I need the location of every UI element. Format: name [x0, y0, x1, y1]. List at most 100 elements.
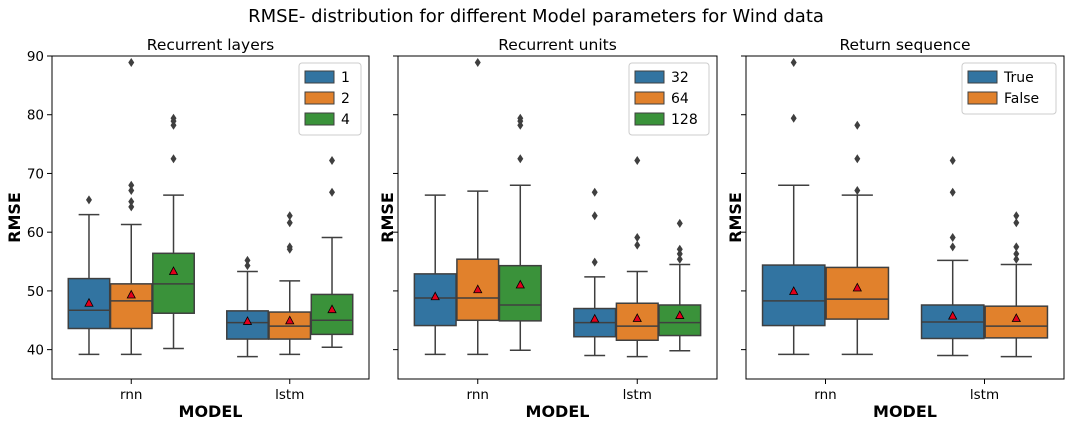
- legend-swatch: [634, 112, 665, 126]
- axes-frame: [397, 55, 718, 380]
- box-1-rnn: [67, 195, 111, 356]
- box-128-lstm: [658, 218, 702, 352]
- outlier-point: [854, 185, 861, 195]
- legend-label: True: [1003, 70, 1034, 86]
- box-2-lstm: [268, 211, 312, 356]
- box-body: [498, 264, 542, 322]
- mean-marker: [515, 279, 525, 289]
- outlier-point: [170, 154, 177, 164]
- outlier-point: [244, 261, 251, 271]
- legend-swatch: [304, 112, 335, 126]
- mean-marker: [675, 310, 685, 319]
- box-body: [658, 304, 702, 337]
- outlier-point: [591, 257, 598, 267]
- outlier-point: [1013, 254, 1020, 264]
- outlier-point: [854, 154, 861, 164]
- outlier-point: [676, 244, 683, 254]
- outlier-point: [286, 211, 293, 221]
- legend-label: 1: [341, 70, 350, 86]
- x-axis-label: MODEL: [873, 402, 937, 421]
- legend-swatch: [304, 91, 335, 105]
- subplot-1: Recurrent layers RMSE 40 50 60 70 80 90 rnn lstm M…: [5, 36, 370, 421]
- mean-marker: [430, 291, 440, 301]
- mean-marker: [327, 304, 337, 314]
- outlier-point: [1013, 249, 1020, 259]
- mean-marker: [473, 284, 483, 294]
- box-body: [825, 266, 890, 320]
- outlier-point: [949, 156, 956, 166]
- outlier-point: [329, 187, 336, 197]
- outlier-point: [634, 232, 641, 242]
- outlier-point: [790, 57, 797, 67]
- y-tick-label: 90: [27, 49, 44, 65]
- outlier-point: [286, 242, 293, 252]
- box-body: [984, 305, 1049, 339]
- legend-swatch: [967, 70, 998, 84]
- outlier-point: [286, 218, 293, 228]
- x-axis-label: MODEL: [526, 402, 590, 421]
- box-128-rnn: [498, 113, 542, 351]
- outlier-point: [128, 185, 135, 195]
- subplot-title: Recurrent layers: [147, 36, 274, 54]
- x-tick-label: lstm: [970, 387, 999, 403]
- y-tick-label: 40: [27, 343, 44, 359]
- x-tick-label: rnn: [120, 387, 142, 403]
- mean-marker: [1011, 313, 1021, 322]
- axes-frame: [51, 55, 370, 380]
- y-axis-label: RMSE: [5, 192, 24, 243]
- box-32-lstm: [573, 187, 617, 357]
- y-tick-label: 50: [27, 284, 44, 300]
- legend-swatch: [634, 70, 665, 84]
- box-True-rnn: [761, 57, 826, 356]
- legend-label: 4: [341, 112, 350, 128]
- outlier-point: [128, 57, 135, 67]
- x-tick-label: lstm: [275, 387, 304, 403]
- box-64-rnn: [456, 57, 500, 356]
- outlier-point: [634, 156, 641, 166]
- outlier-point: [474, 57, 481, 67]
- mean-marker: [632, 313, 642, 322]
- mean-marker: [126, 289, 136, 299]
- subplot-title: Return sequence: [839, 36, 970, 54]
- mean-marker: [789, 286, 799, 295]
- outlier-point: [517, 154, 524, 164]
- x-tick-label: rnn: [467, 387, 489, 403]
- mean-marker: [948, 310, 958, 320]
- outlier-point: [1013, 211, 1020, 221]
- outlier-point: [128, 180, 135, 190]
- outlier-point: [854, 120, 861, 130]
- legend-label: False: [1004, 91, 1039, 107]
- outlier-point: [949, 232, 956, 242]
- mean-marker: [168, 266, 179, 275]
- x-tick-label: lstm: [623, 387, 652, 403]
- outlier-point: [591, 211, 598, 221]
- subplot-title: Recurrent units: [498, 36, 617, 54]
- y-tick-label: 60: [27, 225, 44, 241]
- y-axis-label: RMSE: [726, 192, 745, 243]
- outlier-point: [128, 202, 135, 212]
- subplot-3: Return sequence RMSE rnn lstm MODEL True False: [726, 36, 1065, 421]
- y-axis-label: RMSE: [378, 192, 397, 243]
- box-body: [761, 264, 826, 327]
- legend: 32 64 128: [628, 62, 710, 136]
- legend-label: 64: [671, 91, 689, 107]
- legend-swatch: [967, 91, 998, 105]
- box-body: [226, 310, 269, 340]
- outlier-point: [949, 242, 956, 252]
- box-2-rnn: [109, 57, 153, 356]
- box-False-lstm: [984, 211, 1049, 358]
- outlier-point: [676, 218, 683, 228]
- box-True-lstm: [920, 156, 985, 357]
- outlier-point: [676, 254, 683, 264]
- box-1-lstm: [226, 255, 269, 358]
- outlier-point: [634, 240, 641, 250]
- x-axis-label: MODEL: [179, 402, 243, 421]
- figure-title: RMSE- distribution for different Model p…: [248, 6, 824, 27]
- box-32-rnn: [413, 194, 457, 356]
- legend-label: 128: [671, 112, 698, 128]
- legend-swatch: [634, 91, 665, 105]
- box-body: [310, 293, 354, 336]
- axes-frame: [745, 55, 1065, 380]
- outlier-point: [329, 156, 336, 166]
